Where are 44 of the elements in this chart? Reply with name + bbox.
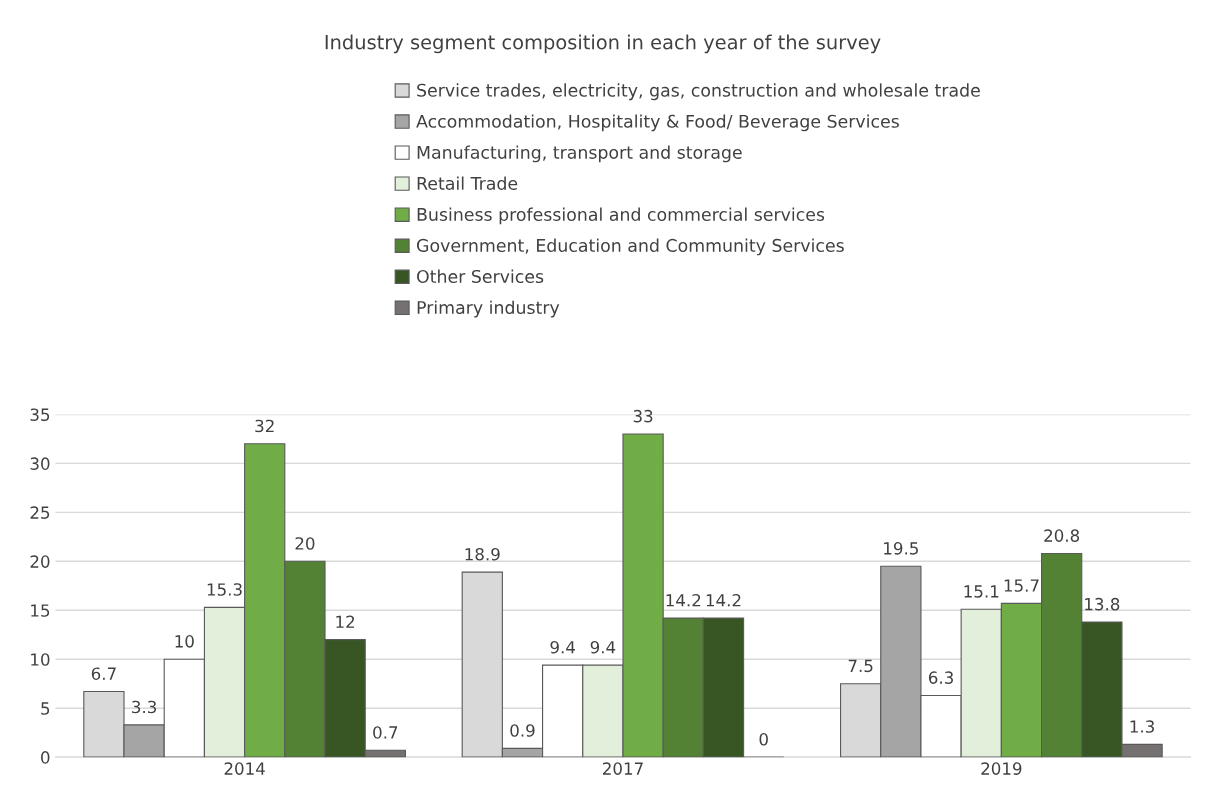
data-label: 19.5 bbox=[884, 542, 918, 555]
data-label: 14.2 bbox=[666, 593, 701, 607]
data-label: 33 bbox=[633, 409, 653, 423]
y-tick-label: 10 bbox=[31, 653, 50, 666]
data-label: 14.2 bbox=[706, 593, 741, 607]
data-label: 3.3 bbox=[132, 700, 157, 714]
y-tick-label: 20 bbox=[30, 555, 50, 568]
data-label: 15.7 bbox=[1004, 579, 1039, 592]
x-tick-label: 2014 bbox=[224, 762, 265, 775]
legend-label: Service trades, electricity, gas, construction and wholesale trade bbox=[417, 83, 980, 101]
data-label: 12 bbox=[336, 615, 355, 628]
y-tick-label: 0 bbox=[41, 751, 50, 764]
x-tick-label: 2019 bbox=[981, 762, 1022, 775]
y-tick-label: 35 bbox=[30, 408, 50, 422]
data-label: 20.8 bbox=[1044, 529, 1080, 542]
y-tick-label: 30 bbox=[30, 457, 50, 470]
legend-label: Other Services bbox=[417, 269, 544, 284]
y-tick-label: 5 bbox=[41, 702, 50, 715]
y-tick-label: 15 bbox=[31, 604, 50, 617]
data-label: 0.7 bbox=[373, 726, 398, 739]
data-label: 9.4 bbox=[550, 640, 575, 654]
legend-label: Accommodation, Hospitality & Food/ Beverage Services bbox=[416, 114, 899, 132]
data-label: 0 bbox=[759, 732, 768, 746]
data-label: 20 bbox=[295, 537, 315, 550]
data-label: 10 bbox=[175, 635, 194, 648]
data-label: 6.7 bbox=[91, 667, 116, 680]
data-label: 15.1 bbox=[964, 585, 999, 598]
data-label: 18.9 bbox=[465, 547, 500, 561]
data-label: 15.3 bbox=[207, 583, 242, 596]
data-label: 0.9 bbox=[510, 724, 535, 737]
legend-label: Primary industry bbox=[417, 300, 560, 318]
data-label: 6.3 bbox=[928, 671, 953, 684]
x-tick-label: 2017 bbox=[603, 762, 643, 775]
y-tick-label: 25 bbox=[30, 506, 50, 519]
data-label: 13.8 bbox=[1085, 597, 1120, 611]
data-label: 9.4 bbox=[590, 640, 616, 654]
data-label: 1.3 bbox=[1130, 720, 1154, 733]
legend-label: Manufacturing, transport and storage bbox=[417, 145, 742, 163]
legend-label: Business professional and commercial services bbox=[417, 207, 825, 225]
legend-label: Government, Education and Community Services bbox=[417, 238, 844, 256]
legend-label: Retail Trade bbox=[417, 176, 518, 190]
data-label: 7.5 bbox=[848, 659, 873, 673]
chart-title: Industry segment composition in each year of the survey bbox=[325, 34, 881, 54]
data-label: 32 bbox=[255, 419, 274, 433]
